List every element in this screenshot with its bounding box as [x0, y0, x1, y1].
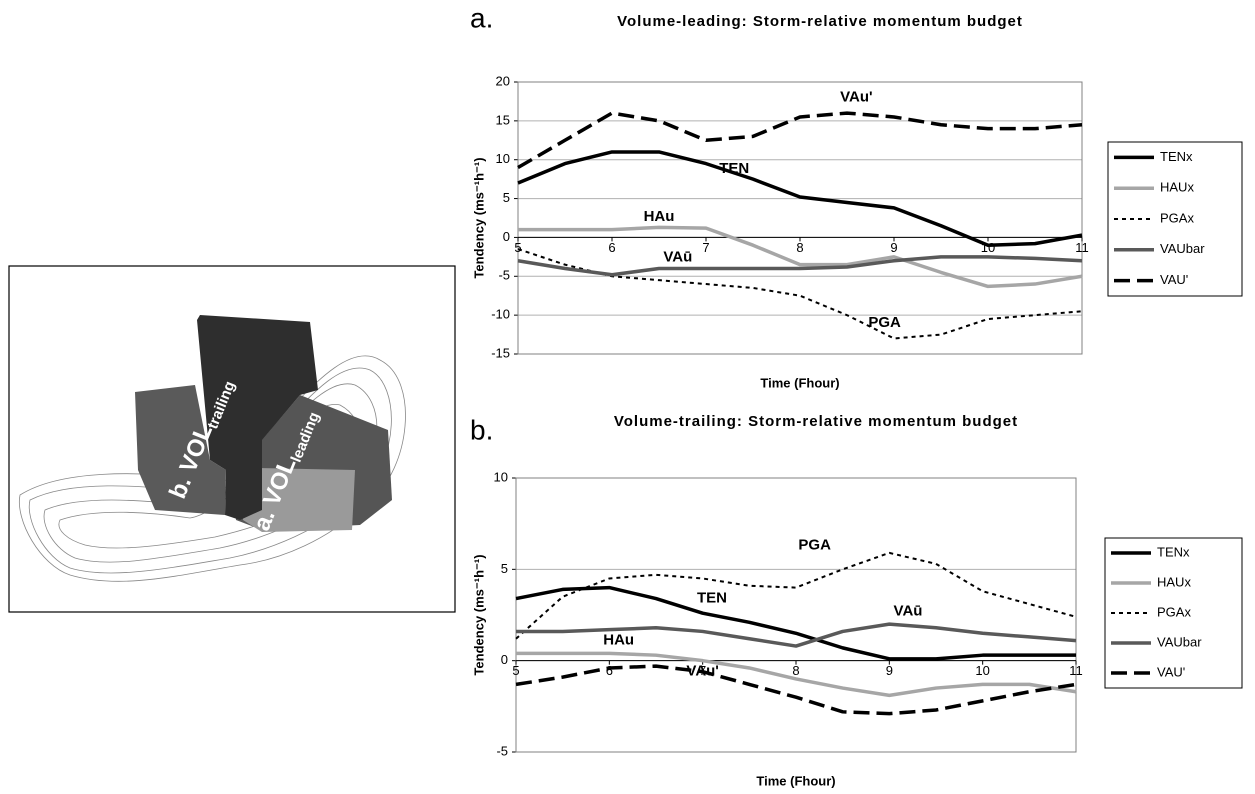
x-tick-label: 6	[606, 663, 613, 678]
x-axis-label: Time (Fhour)	[756, 773, 835, 788]
y-tick-label: 20	[496, 73, 510, 88]
y-tick-label: 10	[496, 151, 510, 166]
panel-label: b.	[470, 414, 493, 445]
y-axis-label: Tendency (ms⁻¹h⁻¹)	[471, 157, 486, 278]
legend-label: TENx	[1157, 544, 1190, 559]
y-tick-label: 0	[501, 652, 508, 667]
series-line	[516, 622, 1077, 648]
legend-label: HAUx	[1157, 574, 1191, 589]
y-tick-label: 15	[496, 112, 510, 127]
y-tick-label: 5	[501, 561, 508, 576]
x-tick-label: 9	[886, 663, 893, 678]
y-tick-label: -5	[498, 268, 510, 283]
plot-frame	[515, 477, 1077, 753]
series-line	[517, 111, 1083, 170]
chart: b. Volume-trailing: Storm-relative moment…	[470, 413, 1243, 788]
trailing-volume-top	[197, 315, 318, 520]
annotation: VAu'	[840, 89, 872, 106]
legend-label: VAU'	[1160, 272, 1188, 287]
y-tick-label: 10	[494, 469, 508, 484]
y-axis-label: Tendency (ms⁻¹h⁻¹)	[471, 554, 486, 675]
series-line	[515, 551, 1077, 640]
chart-title: Volume-trailing: Storm-relative momentum…	[614, 413, 1018, 430]
x-tick-label: 11	[1075, 240, 1089, 255]
leading-volume-face	[240, 468, 355, 532]
chart-title: Volume-leading: Storm-relative momentum …	[617, 13, 1023, 30]
plot-frame	[517, 81, 1083, 355]
series-line	[517, 248, 1083, 340]
x-axis-label: Time (Fhour)	[760, 375, 839, 390]
y-tick-label: -5	[496, 743, 508, 758]
series-line	[516, 651, 1077, 698]
series-line	[517, 255, 1083, 277]
y-tick-label: 0	[503, 229, 510, 244]
y-tick-label: 5	[503, 190, 510, 205]
legend-label: VAU'	[1157, 664, 1185, 679]
x-tick-label: 5	[512, 663, 519, 678]
annotation: PGA	[868, 314, 901, 331]
x-tick-label: 11	[1069, 663, 1083, 678]
legend-label: VAUbar	[1157, 634, 1202, 649]
annotation: PGA	[798, 537, 831, 554]
annotation: VAū	[663, 249, 692, 266]
annotation: HAu	[644, 208, 675, 225]
x-tick-label: 7	[702, 240, 709, 255]
x-tick-label: 9	[890, 240, 897, 255]
x-tick-label: 8	[796, 240, 803, 255]
series-line	[515, 664, 1077, 716]
x-tick-label: 10	[975, 663, 989, 678]
y-tick-label: -15	[491, 345, 510, 360]
x-tick-label: 8	[792, 663, 799, 678]
legend-label: TENx	[1160, 149, 1193, 164]
panel-label: a.	[470, 2, 493, 33]
series-line	[515, 585, 1076, 661]
chart: a. Volume-leading: Storm-relative momentu…	[470, 2, 1243, 390]
trailing-volume-face	[135, 385, 226, 515]
x-tick-label: 6	[608, 240, 615, 255]
legend-label: PGAx	[1157, 604, 1191, 619]
x-tick-label: 5	[514, 240, 521, 255]
annotation: VAu'	[686, 663, 718, 680]
annotation: HAu	[603, 632, 634, 649]
series-line	[518, 225, 1083, 289]
legend-label: HAUx	[1160, 180, 1194, 195]
illustration: b. VOLtrailing a. VOLleading	[8, 265, 456, 613]
annotation: VAū	[894, 602, 923, 619]
legend-label: VAUbar	[1160, 241, 1205, 256]
series-line	[517, 150, 1083, 247]
y-tick-label: -10	[491, 307, 510, 322]
annotation: TEN	[719, 160, 749, 177]
legend-label: PGAx	[1160, 210, 1194, 225]
annotation: TEN	[697, 590, 727, 607]
